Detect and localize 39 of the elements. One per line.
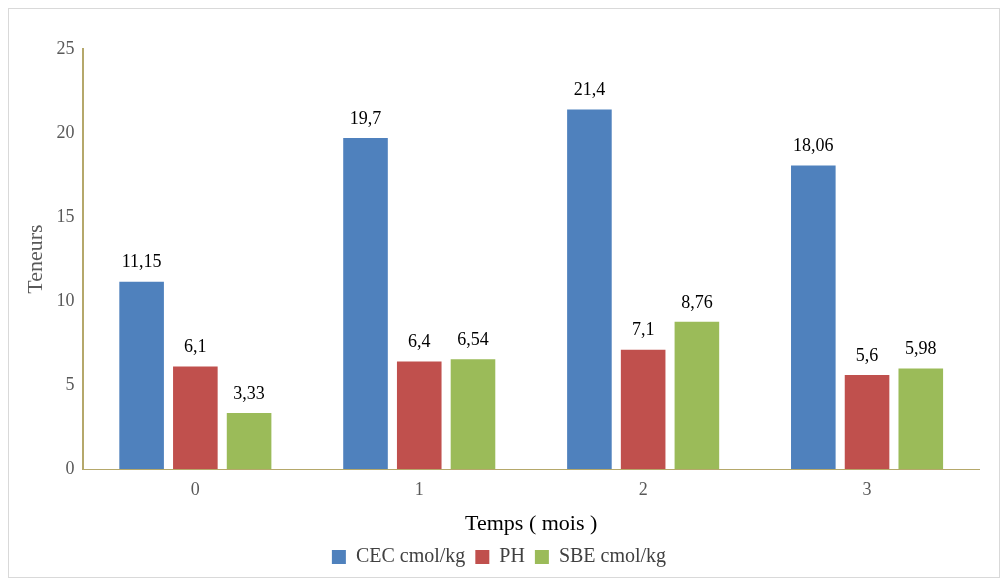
- bar: [620, 349, 666, 469]
- data-label: 5,98: [905, 338, 937, 359]
- bar: [674, 321, 720, 469]
- y-tick-label: 5: [65, 373, 75, 394]
- y-tick-label: 10: [56, 289, 75, 310]
- bar: [396, 361, 442, 469]
- data-label: 3,33: [233, 382, 265, 403]
- data-label: 6,1: [184, 336, 207, 357]
- x-tick-label: 0: [190, 478, 200, 499]
- y-tick-label: 15: [56, 205, 75, 226]
- bar: [791, 165, 836, 469]
- bar: [343, 138, 388, 469]
- legend-label: CEC cmol/kg: [355, 544, 466, 568]
- bar: [450, 359, 496, 469]
- x-tick-label: 1: [414, 478, 424, 499]
- y-tick-label: 0: [65, 457, 75, 478]
- y-axis-title: Teneurs: [21, 224, 47, 294]
- data-label: 21,4: [573, 79, 606, 100]
- y-tick-label: 25: [56, 37, 75, 58]
- data-label: 6,4: [408, 331, 431, 352]
- bar: [119, 281, 164, 469]
- data-label: 19,7: [349, 107, 382, 128]
- data-label: 18,06: [793, 135, 834, 156]
- bar: [226, 413, 272, 469]
- y-tick-label: 20: [56, 121, 75, 142]
- data-label: 6,54: [457, 328, 489, 349]
- bar: [173, 366, 218, 469]
- data-label: 8,76: [681, 291, 713, 312]
- bar: [898, 368, 944, 469]
- bar: [567, 109, 612, 469]
- x-axis-title: Temps ( mois ): [465, 509, 598, 535]
- data-label: 5,6: [855, 344, 879, 365]
- data-label: 11,15: [121, 251, 162, 272]
- bar: [844, 374, 890, 469]
- x-tick-label: 2: [638, 478, 648, 499]
- legend-label: SBE cmol/kg: [558, 544, 667, 568]
- x-tick-label: 3: [862, 478, 872, 499]
- legend-label: PH: [499, 544, 525, 567]
- data-label: 7,1: [631, 319, 655, 340]
